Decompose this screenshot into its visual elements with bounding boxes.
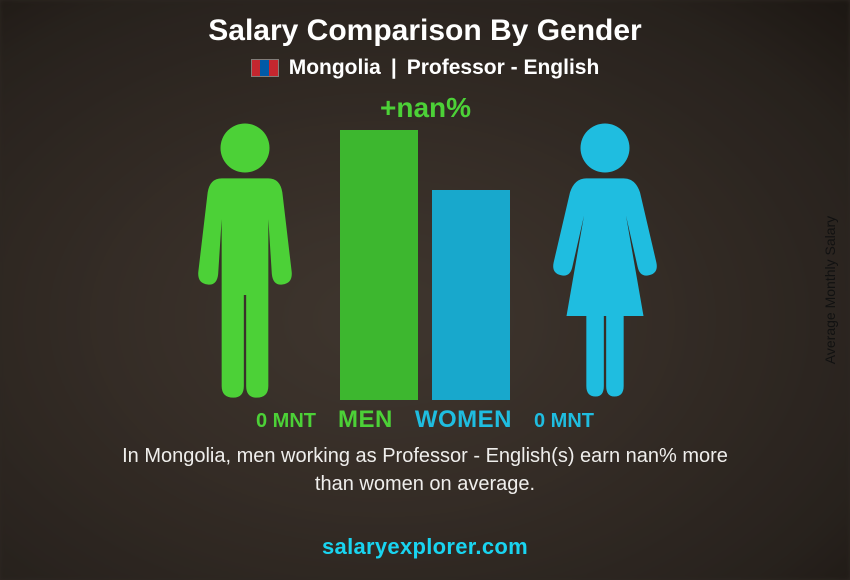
country-label: Mongolia	[289, 56, 381, 80]
footer-site: salaryexplorer.com	[322, 534, 528, 560]
y-axis-label: Average Monthly Salary	[822, 216, 838, 364]
female-category-label: WOMEN	[415, 406, 512, 434]
description-text: In Mongolia, men working as Professor - …	[105, 442, 745, 498]
mongolia-flag-icon	[251, 59, 279, 77]
chart-area: +nan% 0 MNT MEN WOMEN 0 MNT	[125, 90, 725, 440]
subtitle-row: Mongolia | Professor - English	[251, 56, 600, 80]
labels-row: 0 MNT MEN WOMEN 0 MNT	[125, 406, 725, 434]
female-value-label: 0 MNT	[534, 410, 594, 433]
male-category-label: MEN	[338, 406, 393, 434]
bar-group	[340, 130, 510, 400]
difference-label: +nan%	[380, 92, 471, 124]
page-title: Salary Comparison By Gender	[208, 14, 641, 48]
male-person-icon	[185, 120, 305, 400]
male-bar	[340, 130, 418, 400]
female-bar	[432, 190, 510, 400]
content-wrapper: Salary Comparison By Gender Mongolia | P…	[0, 0, 850, 580]
separator: |	[391, 56, 397, 80]
job-label: Professor - English	[407, 56, 600, 80]
male-value-label: 0 MNT	[256, 410, 316, 433]
female-person-icon	[545, 120, 665, 400]
